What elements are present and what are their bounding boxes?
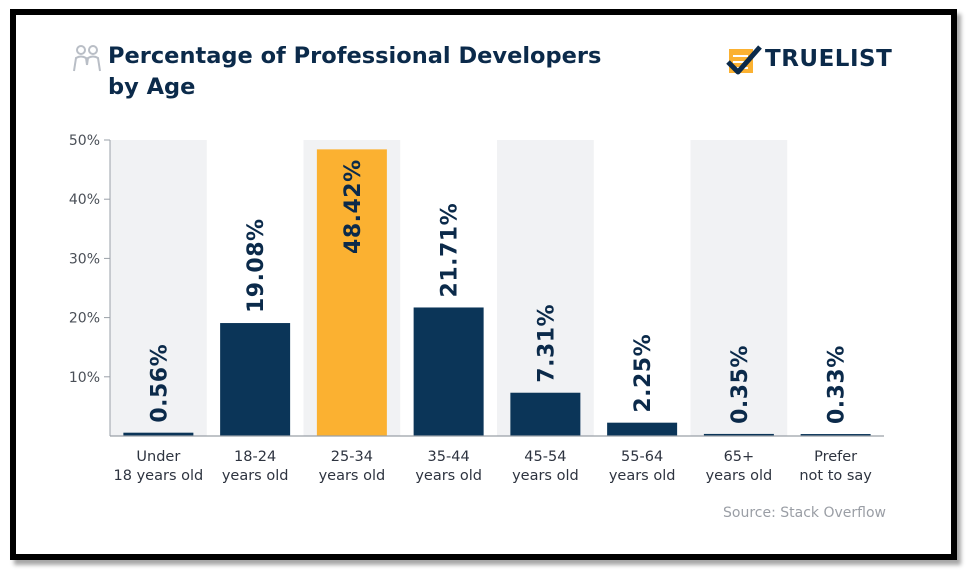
category-label: 55-64 <box>621 449 663 465</box>
y-tick-label: 10% <box>69 370 100 386</box>
category-label: years old <box>706 468 773 484</box>
source-note: Source: Stack Overflow <box>723 505 886 521</box>
value-label: 7.31% <box>534 304 559 383</box>
brand-logo: TRUELIST <box>765 46 893 72</box>
category-label: years old <box>222 468 289 484</box>
bar <box>510 392 581 436</box>
bar <box>607 422 678 436</box>
y-tick-label: 40% <box>69 192 100 208</box>
background-band <box>497 140 594 436</box>
category-label: 35-44 <box>428 449 470 465</box>
bar <box>800 434 871 437</box>
background-band <box>110 140 207 436</box>
category-label: 18-24 <box>234 449 276 465</box>
value-label: 19.08% <box>244 218 269 313</box>
bar <box>413 307 484 436</box>
value-label: 2.25% <box>631 334 656 413</box>
background-band <box>690 140 788 436</box>
category-label: not to say <box>799 468 872 484</box>
bar <box>316 149 387 436</box>
title-line-2: by Age <box>108 74 196 100</box>
category-label: years old <box>512 468 579 484</box>
category-label: 18 years old <box>114 468 204 484</box>
category-label: 25-34 <box>331 449 373 465</box>
y-tick-label: 30% <box>69 251 100 267</box>
chart-title: Percentage of Professional Developers by… <box>108 41 628 103</box>
value-label: 21.71% <box>438 203 463 298</box>
title-line-1: Percentage of Professional Developers <box>108 43 602 69</box>
checkbox-check-icon <box>726 45 762 75</box>
category-label: years old <box>609 468 676 484</box>
category-label: years old <box>319 468 386 484</box>
category-label: years old <box>415 468 482 484</box>
value-label: 0.33% <box>825 345 850 424</box>
value-label: 0.56% <box>147 344 172 423</box>
bar <box>220 323 291 436</box>
value-label: 48.42% <box>341 159 366 254</box>
category-label: 45-54 <box>524 449 566 465</box>
y-tick-label: 20% <box>69 311 100 327</box>
bar <box>123 432 194 436</box>
value-label: 0.35% <box>728 345 753 424</box>
category-label: Under <box>136 449 180 465</box>
category-label: Prefer <box>814 449 857 465</box>
y-tick-label: 50% <box>69 133 100 149</box>
people-icon <box>73 45 101 72</box>
bar <box>703 433 774 436</box>
category-label: 65+ <box>724 449 755 465</box>
